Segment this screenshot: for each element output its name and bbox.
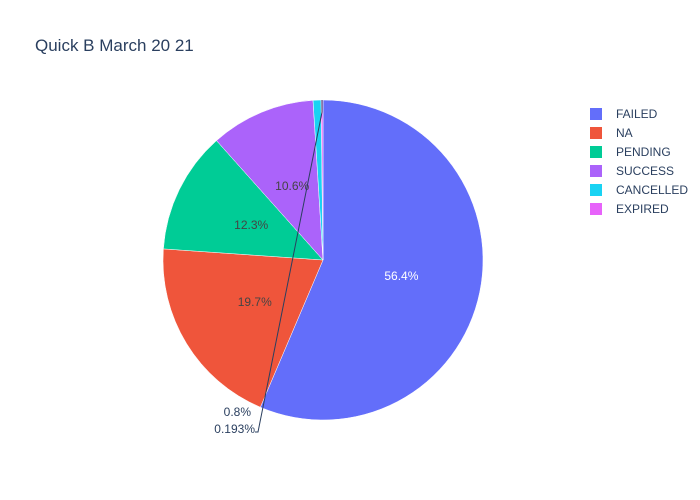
legend-swatch-expired	[590, 203, 602, 215]
pie-slice-na[interactable]	[162, 248, 324, 408]
pie-labels: 56.4% 19.7% 12.3% 10.6% 0.8% 0.193%	[214, 100, 419, 436]
legend-item-cancelled[interactable]: CANCELLED	[590, 183, 688, 197]
slice-label-pending: 12.3%	[234, 218, 268, 232]
pie-slice-failed[interactable]	[260, 99, 484, 421]
slice-label-cancelled: 0.8%	[224, 405, 252, 419]
legend-swatch-na	[590, 127, 602, 139]
slice-label-na: 19.7%	[238, 295, 272, 309]
legend-label-cancelled: CANCELLED	[616, 183, 688, 197]
slice-label-failed: 56.4%	[384, 269, 418, 283]
legend-swatch-cancelled	[590, 184, 602, 196]
legend-item-expired[interactable]: EXPIRED	[590, 202, 669, 216]
legend[interactable]: FAILED NA PENDING SUCCESS CANCELLED EXPIRED	[590, 107, 688, 216]
legend-swatch-success	[590, 165, 602, 177]
leader-line-expired	[255, 100, 323, 433]
legend-item-success[interactable]: SUCCESS	[590, 164, 674, 178]
slice-label-success: 10.6%	[275, 179, 309, 193]
legend-item-na[interactable]: NA	[590, 126, 633, 140]
legend-swatch-pending	[590, 146, 602, 158]
legend-swatch-failed	[590, 108, 602, 120]
pie-slice-pending[interactable]	[163, 140, 324, 261]
legend-label-na: NA	[616, 126, 633, 140]
legend-item-failed[interactable]: FAILED	[590, 107, 658, 121]
legend-label-pending: PENDING	[616, 145, 671, 159]
chart-title: Quick B March 20 21	[35, 36, 194, 55]
slice-label-expired: 0.193%	[214, 422, 255, 436]
legend-label-failed: FAILED	[616, 107, 658, 121]
legend-label-expired: EXPIRED	[616, 202, 669, 216]
pie-slices	[162, 99, 484, 421]
legend-label-success: SUCCESS	[616, 164, 674, 178]
legend-item-pending[interactable]: PENDING	[590, 145, 671, 159]
pie-slice-success[interactable]	[216, 100, 324, 261]
